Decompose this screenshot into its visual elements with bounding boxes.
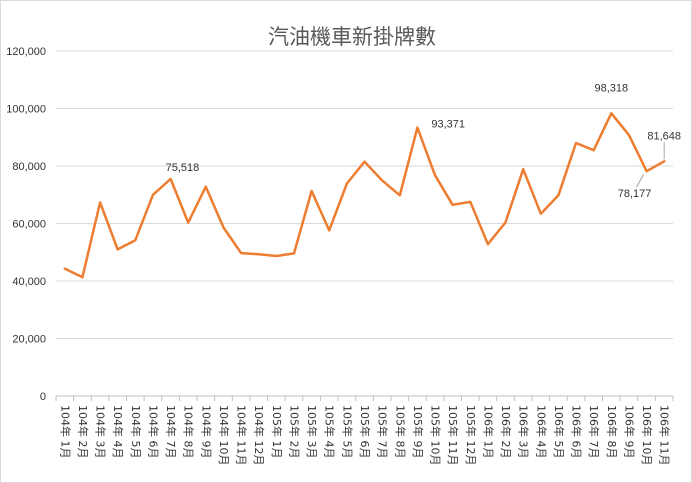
data-point (64, 267, 66, 269)
data-label: 81,648 (647, 130, 681, 142)
x-tick-label: 105年 9月 (411, 405, 425, 459)
data-point (363, 160, 365, 162)
data-point (610, 112, 612, 114)
data-point (557, 194, 559, 196)
y-tick-label: 100,000 (6, 104, 46, 116)
x-tick-label: 106年 8月 (605, 405, 619, 459)
y-tick-label: 0 (40, 391, 46, 403)
x-tick-label: 105年 8月 (393, 405, 407, 459)
data-point (451, 204, 453, 206)
y-tick-label: 60,000 (12, 219, 46, 231)
x-tick-label: 105年 2月 (287, 405, 301, 459)
gridlines (56, 50, 673, 339)
data-point (222, 226, 224, 228)
x-tick-label: 106年 6月 (570, 405, 584, 459)
data-point (152, 194, 154, 196)
data-labels: 75,518 93,371 98,318 78,177 81,648 (166, 82, 681, 200)
data-point (522, 168, 524, 170)
x-tick-label: 106年 4月 (534, 405, 548, 459)
x-tick-label: 105年 10月 (429, 405, 443, 466)
x-tick-label: 104年 1月 (58, 405, 72, 459)
x-tick-label: 106年 3月 (517, 405, 531, 459)
data-point (628, 134, 630, 136)
data-label: 98,318 (594, 82, 628, 94)
data-label: 78,177 (618, 188, 652, 200)
data-point (540, 213, 542, 215)
data-point (99, 201, 101, 203)
data-point (645, 170, 647, 172)
x-axis: 104年 1月 104年 2月 104年 3月 104年 4月 104年 5月 104年 … (55, 395, 674, 466)
data-point (240, 252, 242, 254)
data-point (310, 190, 312, 192)
x-tick-label: 104年 2月 (76, 405, 90, 459)
x-tick-label: 106年 1月 (481, 405, 495, 459)
x-tick-label: 105年 6月 (358, 405, 372, 459)
data-point (663, 160, 665, 162)
x-tick-label: 106年 7月 (587, 405, 601, 459)
x-tick-label: 104年 4月 (111, 405, 125, 459)
x-tick-label: 104年 8月 (182, 405, 196, 459)
x-tick-label: 104年 9月 (199, 405, 213, 459)
x-tick-label: 104年 10月 (217, 405, 231, 466)
x-tick-label: 105年 12月 (464, 405, 478, 466)
data-point (187, 221, 189, 223)
x-tick-label: 106年 2月 (499, 405, 513, 459)
data-point (399, 194, 401, 196)
data-point (469, 201, 471, 203)
data-label: 93,371 (431, 119, 465, 131)
x-tick-label: 106年 11月 (658, 405, 672, 466)
data-point (275, 255, 277, 257)
data-point (134, 239, 136, 241)
x-tick-label: 105年 1月 (270, 405, 284, 459)
data-point (81, 276, 83, 278)
x-tick-label: 105年 11月 (446, 405, 460, 465)
data-point (117, 248, 119, 250)
data-point (434, 174, 436, 176)
x-tick-label: 106年 10月 (640, 405, 654, 466)
y-tick-label: 80,000 (12, 161, 46, 173)
x-tick-label: 104年 7月 (164, 405, 178, 459)
x-tick-label: 105年 5月 (340, 405, 354, 459)
x-tick-label: 105年 7月 (376, 405, 390, 459)
data-point (293, 252, 295, 254)
y-tick-label: 40,000 (12, 276, 46, 288)
data-point (487, 243, 489, 245)
data-point (592, 149, 594, 151)
data-label: 75,518 (166, 162, 200, 174)
chart-title: 汽油機車新掛牌數 (268, 25, 436, 49)
series-line (63, 112, 666, 279)
data-point (381, 179, 383, 181)
x-tick-label: 106年 5月 (552, 405, 566, 459)
data-point (258, 253, 260, 255)
x-tick-label: 104年 11月 (235, 405, 249, 466)
data-point (328, 229, 330, 231)
x-tick-label: 104年 3月 (94, 405, 108, 459)
x-tick-label: 105年 4月 (323, 405, 337, 459)
x-tick-label: 105年 3月 (305, 405, 319, 459)
x-tick-label: 104年 6月 (146, 405, 160, 459)
leader-line (636, 174, 644, 188)
data-point (416, 126, 418, 128)
y-tick-label: 120,000 (6, 46, 46, 58)
data-point (504, 221, 506, 223)
x-tick-label: 104年 5月 (129, 405, 143, 459)
data-point (169, 178, 171, 180)
series (63, 112, 666, 279)
data-point (575, 142, 577, 144)
data-point (205, 186, 207, 188)
data-point (346, 182, 348, 184)
y-axis: 0 20,000 40,000 60,000 80,000 100,000 120,000 (6, 46, 46, 403)
y-tick-label: 20,000 (12, 334, 46, 346)
x-tick-label: 106年 9月 (622, 405, 636, 459)
x-tick-label: 104年 12月 (252, 405, 266, 466)
